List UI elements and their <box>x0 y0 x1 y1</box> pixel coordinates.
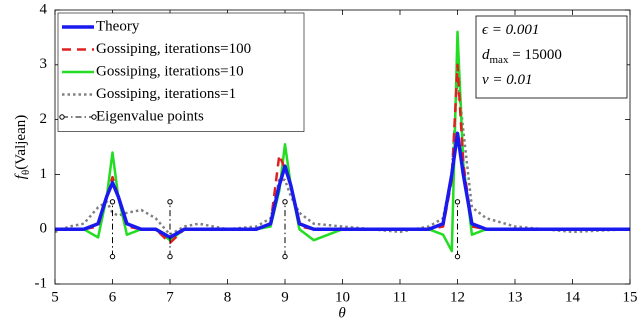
legend-label: Gossiping, iterations=100 <box>96 41 251 57</box>
plot-frame <box>54 9 631 285</box>
annotation-base: v = 0.01 <box>482 72 533 88</box>
series-marker <box>109 199 116 205</box>
annotation-rest: = 15000 <box>508 47 561 63</box>
annotation: v = 0.01 <box>482 72 533 88</box>
y-axis-label: fθ(Valjean) <box>13 115 31 179</box>
series-line <box>112 201 458 257</box>
y-axis-label-rest: (Valjean) <box>13 115 29 170</box>
y-axis-label-sub: θ <box>20 170 32 175</box>
x-tick-label: 5 <box>51 289 59 305</box>
y-tick-label: -1 <box>35 275 48 291</box>
x-tick-label: 13 <box>508 289 523 305</box>
series-marker <box>454 199 461 205</box>
annotation-base: d <box>482 47 490 63</box>
series-marker <box>282 199 288 205</box>
x-tick-label: 14 <box>565 289 581 305</box>
series-marker <box>282 253 288 260</box>
x-tick-label: 9 <box>281 289 289 305</box>
x-tick-label: 6 <box>109 289 117 305</box>
x-tick-label: 11 <box>393 289 407 305</box>
y-tick-label: 1 <box>40 166 48 182</box>
series-marker <box>167 253 173 260</box>
x-tick-label: 15 <box>623 289 638 305</box>
y-tick-label: 2 <box>40 111 48 127</box>
legend-label: Gossiping, iterations=10 <box>96 63 244 79</box>
annotation-sub: max <box>490 54 509 66</box>
legend-label: Theory <box>96 18 140 34</box>
series-line <box>55 131 630 240</box>
x-tick-label: 10 <box>335 289 350 305</box>
legend-marker <box>59 114 65 120</box>
x-tick-label: 12 <box>450 289 465 305</box>
legend-box <box>57 12 305 132</box>
series-marker <box>167 199 173 205</box>
legend-label: Eigenvalue points <box>96 108 204 124</box>
annotation-box <box>475 15 628 99</box>
x-axis-label: θ <box>338 305 346 321</box>
annotation-base: ϵ = 0.001 <box>482 22 539 38</box>
y-tick-label: 4 <box>40 1 48 17</box>
y-tick-label: 3 <box>40 56 48 72</box>
series-marker <box>109 253 116 260</box>
x-tick-label: 7 <box>166 289 174 305</box>
x-tick-label: 8 <box>224 289 232 305</box>
annotation: dmax = 15000 <box>482 47 562 65</box>
series-marker <box>454 253 461 260</box>
legend-marker <box>91 114 97 120</box>
y-axis-label-base: f <box>13 173 29 179</box>
annotation: ϵ = 0.001 <box>482 22 539 38</box>
y-tick-label: 0 <box>40 221 48 237</box>
legend-label: Gossiping, iterations=1 <box>96 86 236 102</box>
